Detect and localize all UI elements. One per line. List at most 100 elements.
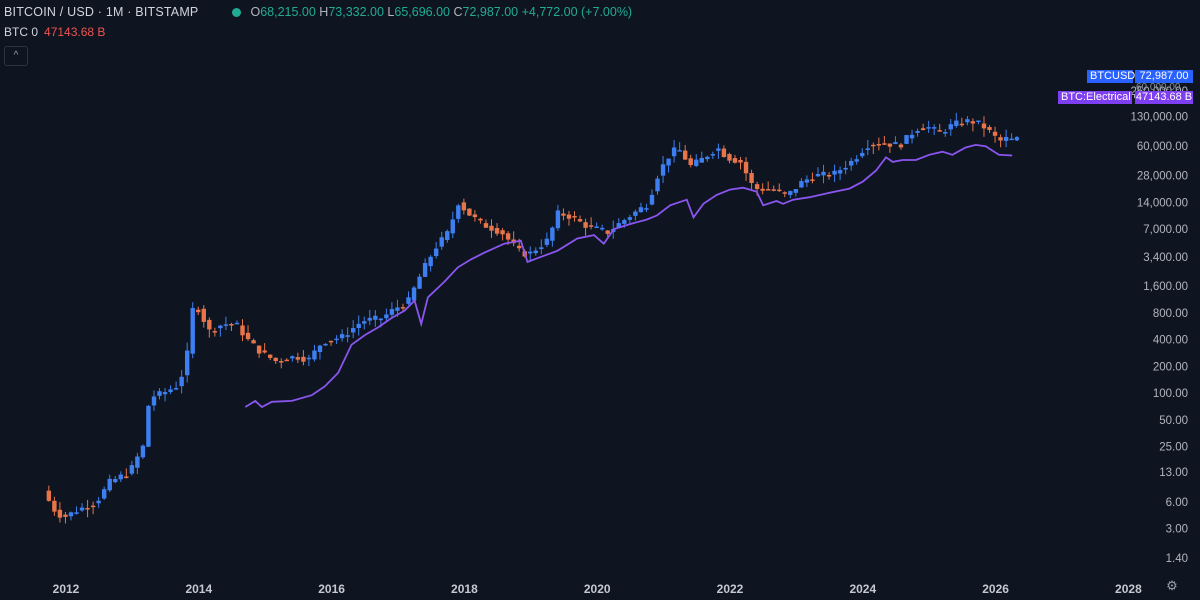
candle-body bbox=[561, 213, 566, 216]
candle-body bbox=[832, 170, 837, 175]
candle-body bbox=[550, 227, 555, 241]
candle-body bbox=[976, 120, 981, 123]
candle-body bbox=[168, 389, 173, 393]
candle-body bbox=[500, 230, 505, 235]
candle-body bbox=[240, 325, 245, 336]
candle-body bbox=[406, 297, 411, 304]
candle-body bbox=[721, 148, 727, 158]
low-value: 65,696.00 bbox=[394, 5, 450, 19]
candle-body bbox=[644, 208, 649, 210]
candle-body bbox=[245, 332, 251, 340]
candle-body bbox=[85, 508, 90, 510]
candle-body bbox=[544, 238, 550, 245]
price-axis-label: 400.00 bbox=[1153, 335, 1188, 347]
gear-icon[interactable]: ⚙ bbox=[1166, 578, 1178, 593]
candle-body bbox=[1009, 138, 1014, 141]
candle-body bbox=[588, 225, 594, 227]
close-key: C bbox=[453, 5, 463, 19]
candle-body bbox=[306, 357, 312, 360]
candle-body bbox=[323, 343, 328, 346]
candle-body bbox=[505, 233, 511, 240]
candle-body bbox=[627, 217, 633, 220]
candle-body bbox=[970, 121, 976, 124]
candle-body bbox=[992, 131, 998, 136]
indicator-legend[interactable]: BTC 0 47143.68 B bbox=[4, 25, 105, 39]
candle-body bbox=[987, 127, 992, 131]
candle-body bbox=[1003, 136, 1009, 141]
candle-body bbox=[417, 276, 422, 289]
candle-body bbox=[893, 142, 898, 145]
candle-body bbox=[207, 319, 212, 330]
candle-body bbox=[428, 256, 433, 267]
symbol-title[interactable]: BITCOIN / USD · 1M · BITSTAMP bbox=[4, 5, 199, 19]
candle-body bbox=[566, 214, 572, 219]
candle-body bbox=[129, 465, 135, 474]
candle-body bbox=[920, 128, 926, 131]
candle-body bbox=[301, 356, 306, 362]
candle-body bbox=[68, 512, 74, 517]
candle-body bbox=[981, 123, 987, 129]
candle-body bbox=[583, 222, 588, 228]
candle-body bbox=[173, 388, 179, 390]
time-axis-label: 2024 bbox=[849, 582, 876, 596]
candle-body bbox=[124, 476, 129, 478]
indicator-value: 47143.68 B bbox=[44, 25, 106, 39]
candle-body bbox=[96, 500, 101, 504]
candle-body bbox=[135, 456, 140, 468]
price-axis-label: 25.00 bbox=[1159, 442, 1188, 454]
candle-body bbox=[79, 507, 85, 511]
candle-body bbox=[439, 237, 444, 247]
candle-body bbox=[572, 216, 577, 218]
candle-body bbox=[699, 157, 704, 163]
candle-body bbox=[400, 307, 406, 309]
electrical-cost-line bbox=[244, 143, 1013, 409]
candle-body bbox=[943, 132, 948, 134]
high-value: 73,332.00 bbox=[328, 5, 384, 19]
chevron-up-icon[interactable]: ^ bbox=[4, 46, 28, 66]
candle-body bbox=[837, 170, 843, 174]
candle-body bbox=[954, 120, 959, 126]
candle-body bbox=[528, 251, 533, 254]
candle-body bbox=[262, 350, 267, 353]
candle-body bbox=[860, 152, 865, 157]
candle-body bbox=[738, 159, 743, 163]
price-series-tag: BTCUSD bbox=[1087, 70, 1135, 83]
price-axis-label: 14,000.00 bbox=[1137, 197, 1188, 209]
candle-body bbox=[101, 489, 107, 499]
candle-body bbox=[577, 219, 583, 222]
candle-body bbox=[411, 287, 417, 301]
candle-body bbox=[157, 391, 162, 396]
candle-body bbox=[533, 250, 538, 254]
time-axis-label: 2026 bbox=[982, 582, 1009, 596]
candle-body bbox=[74, 512, 79, 514]
candle-body bbox=[317, 345, 323, 352]
candle-body bbox=[223, 324, 229, 326]
candle-body bbox=[378, 318, 384, 321]
candle-body bbox=[749, 173, 754, 183]
candle-body bbox=[743, 161, 749, 174]
candle-body bbox=[732, 158, 738, 163]
candle-body bbox=[599, 227, 605, 230]
candle-body bbox=[494, 228, 500, 234]
price-axis-label: 3.00 bbox=[1166, 524, 1188, 536]
candle-body bbox=[793, 189, 799, 193]
candle-body bbox=[107, 478, 112, 491]
open-key: O bbox=[250, 5, 261, 19]
time-axis-label: 2020 bbox=[584, 582, 611, 596]
candle-body bbox=[555, 210, 561, 229]
close-value: 72,987.00 bbox=[462, 5, 519, 19]
candle-body bbox=[478, 218, 483, 221]
candle-body bbox=[201, 308, 206, 322]
candle-body bbox=[948, 124, 953, 130]
candle-body bbox=[965, 119, 970, 123]
candle-body bbox=[799, 181, 804, 188]
candle-body bbox=[915, 130, 920, 133]
candle-body bbox=[710, 154, 716, 156]
candle-body bbox=[362, 321, 367, 324]
candle-body bbox=[782, 192, 787, 194]
candle-body bbox=[904, 135, 909, 144]
candle-body bbox=[472, 214, 478, 218]
candle-body bbox=[162, 392, 168, 395]
price-axis-label: 50.00 bbox=[1159, 415, 1188, 427]
